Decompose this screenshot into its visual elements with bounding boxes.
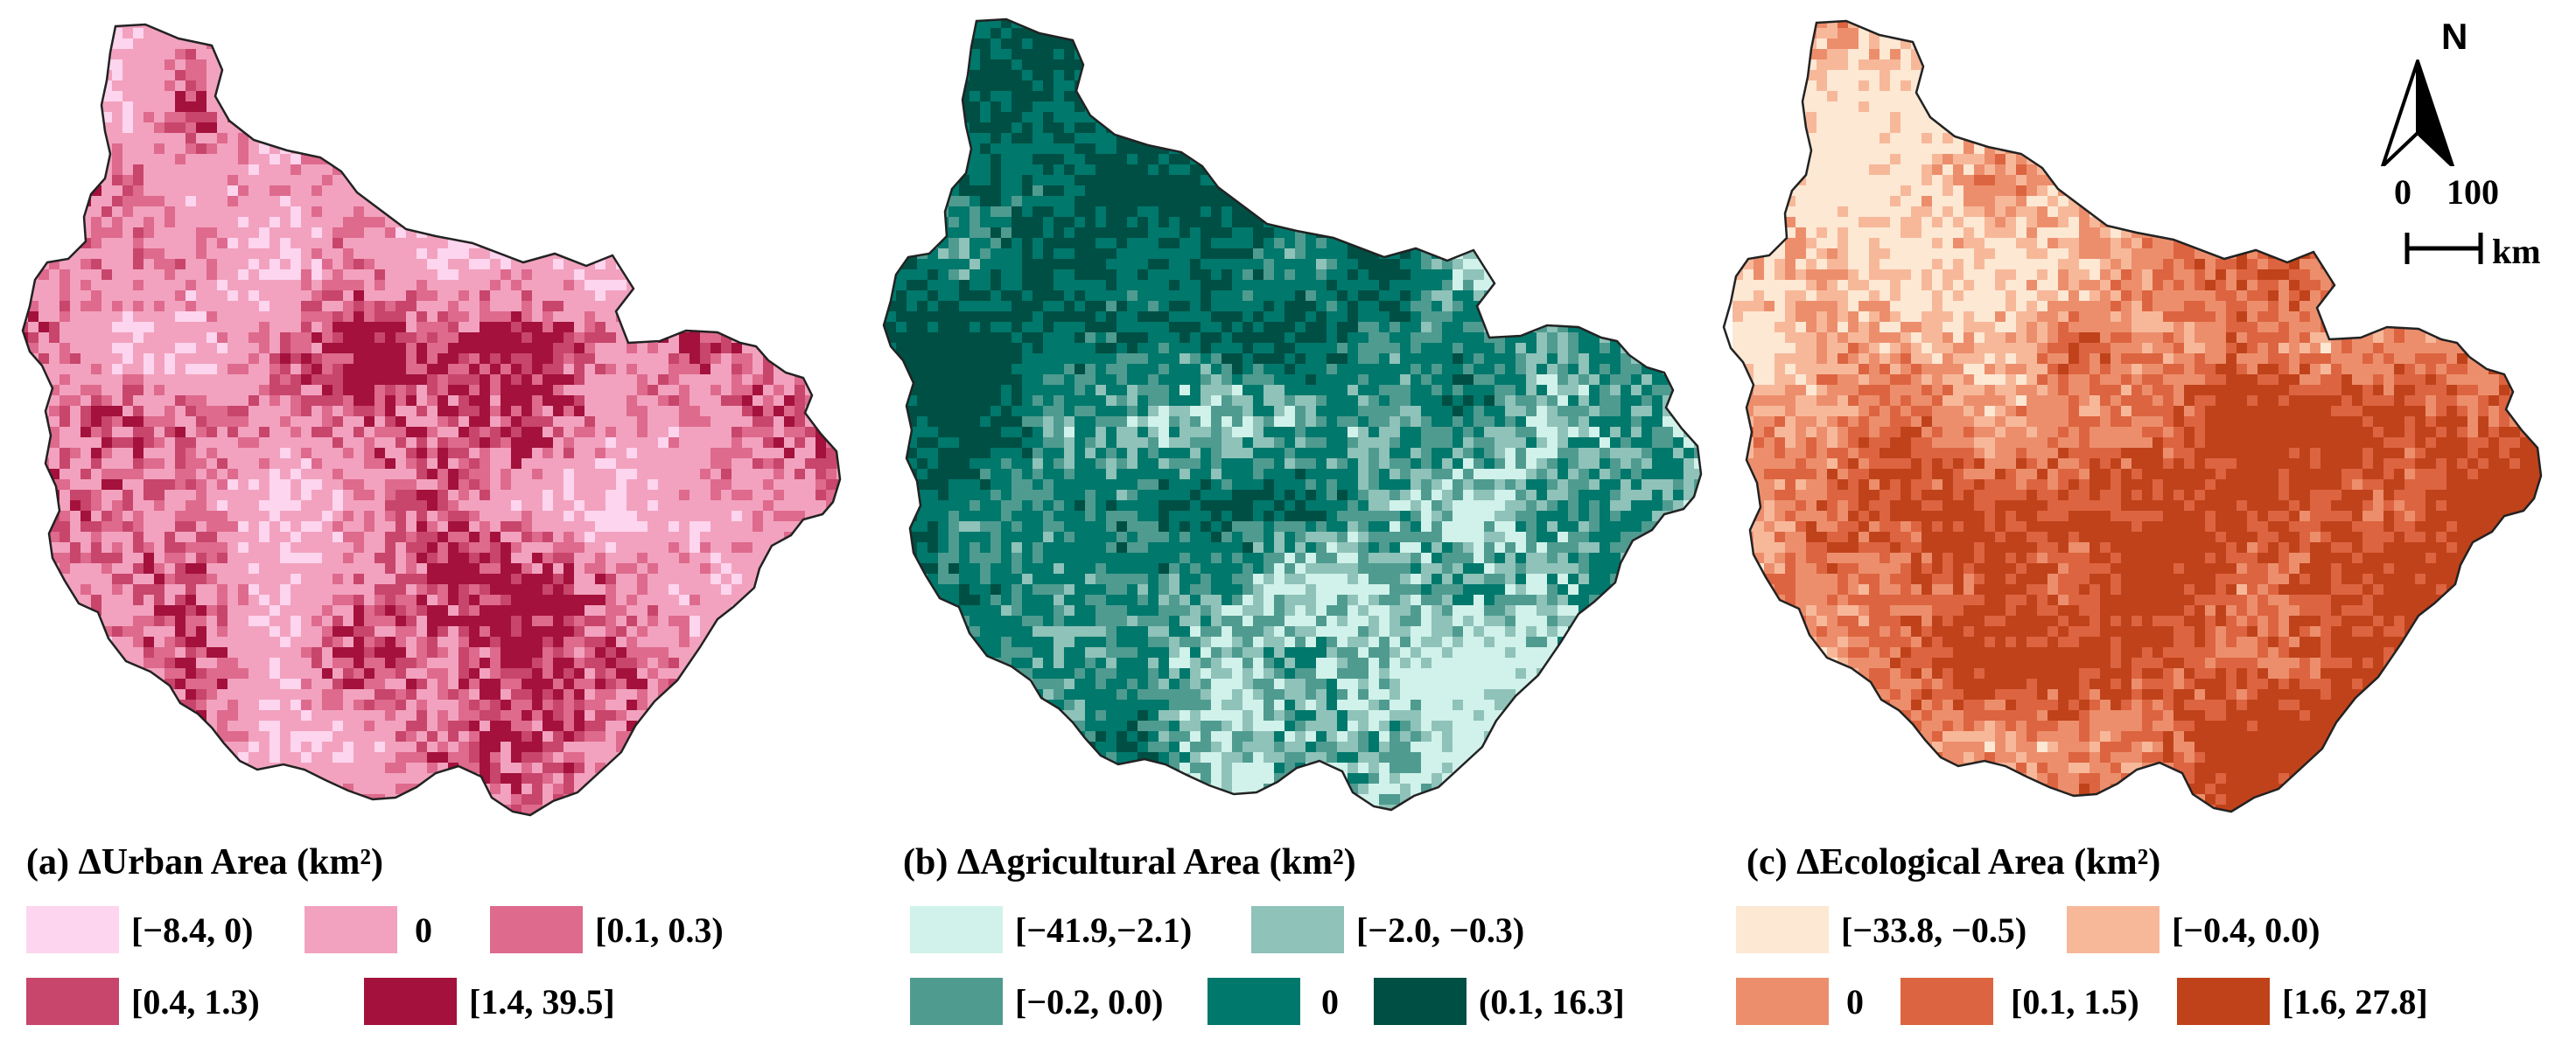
legend-label: 0 xyxy=(415,910,432,950)
legend-swatch xyxy=(1374,978,1466,1025)
scale-label-hundred: 100 xyxy=(2446,172,2499,212)
legend-item-eco-2: [−0.4, 0.0) xyxy=(2067,906,2320,953)
legend-item-agri-3: [−0.2, 0.0) xyxy=(910,978,1163,1025)
legend-item-eco-4: [0.1, 1.5) xyxy=(1900,978,2139,1025)
legend-item-urban-1: [−8.4, 0) xyxy=(26,906,253,953)
legend-swatch xyxy=(304,906,397,953)
ecological-change-map xyxy=(1722,19,2543,813)
raster-cells xyxy=(23,24,840,815)
legend-item-urban-3: [0.1, 0.3) xyxy=(490,906,724,953)
legend-label: [1.4, 39.5] xyxy=(469,981,615,1022)
legend-item-eco-1: [−33.8, −0.5) xyxy=(1736,906,2026,953)
panel-title-ecological: (c) ΔEcological Area (km²) xyxy=(1746,842,2161,882)
legend-item-agri-1: [−41.9,−2.1) xyxy=(910,906,1192,953)
legend-item-agri-4: 0 xyxy=(1208,978,1339,1025)
legend-label: [−0.4, 0.0) xyxy=(2172,910,2320,950)
legend-label: [0.1, 1.5) xyxy=(2011,981,2139,1022)
legend-swatch xyxy=(1900,978,1993,1025)
legend-item-urban-5: [1.4, 39.5] xyxy=(364,978,615,1025)
scale-unit: km xyxy=(2492,232,2541,271)
legend-item-urban-2: 0 xyxy=(304,906,432,953)
legend-swatch xyxy=(490,906,583,953)
legend-label: 0 xyxy=(1321,981,1339,1022)
legend-swatch xyxy=(2177,978,2270,1025)
region-boundary xyxy=(21,23,842,817)
legend-swatch xyxy=(910,906,1003,953)
urban-change-map xyxy=(21,23,842,817)
panel-ecological: (c) ΔEcological Area (km²) [−33.8, −0.5)… xyxy=(1715,0,2572,1046)
panel-title-urban: (a) ΔUrban Area (km²) xyxy=(26,842,383,882)
legend-label: [0.4, 1.3) xyxy=(131,981,260,1022)
legend-swatch xyxy=(364,978,457,1025)
legend-swatch xyxy=(1736,978,1829,1025)
legend-swatch xyxy=(2067,906,2160,953)
scale-label-zero: 0 xyxy=(2394,172,2412,212)
legend-swatch xyxy=(910,978,1003,1025)
legend-swatch xyxy=(1736,906,1829,953)
legend-item-urban-4: [0.4, 1.3) xyxy=(26,978,260,1025)
legend-swatch xyxy=(26,906,119,953)
legend-label: [−8.4, 0) xyxy=(131,910,254,950)
legend-label: 0 xyxy=(1846,981,1864,1022)
legend-label: [−0.2, 0.0) xyxy=(1015,981,1164,1022)
panel-title-agricultural: (b) ΔAgricultural Area (km²) xyxy=(903,842,1356,882)
legend-item-eco-5: [1.6, 27.8] xyxy=(2177,978,2428,1025)
region-boundary xyxy=(882,17,1703,812)
north-arrow-icon xyxy=(2381,59,2454,166)
legend-label: (0.1, 16.3] xyxy=(1479,981,1625,1022)
scale-bar xyxy=(2404,233,2483,264)
legend-swatch xyxy=(1208,978,1300,1025)
legend-label: [1.6, 27.8] xyxy=(2282,981,2428,1022)
legend-item-eco-3: 0 xyxy=(1736,978,1864,1025)
legend-item-agri-2: [−2.0, −0.3) xyxy=(1251,906,1524,953)
legend-label: [−33.8, −0.5) xyxy=(1841,910,2027,950)
legend-item-agri-5: (0.1, 16.3] xyxy=(1374,978,1625,1025)
legend-label: [−41.9,−2.1) xyxy=(1015,910,1193,950)
legend-swatch xyxy=(26,978,119,1025)
agricultural-change-map xyxy=(882,17,1703,812)
legend-swatch xyxy=(1251,906,1344,953)
region-boundary xyxy=(1722,19,2543,813)
panel-agricultural: (b) ΔAgricultural Area (km²) [−41.9,−2.1… xyxy=(858,0,1715,1046)
panel-urban: (a) ΔUrban Area (km²) [−8.4, 0) 0 [0.1, … xyxy=(0,0,858,1046)
legend-label: [−2.0, −0.3) xyxy=(1356,910,1525,950)
legend-label: [0.1, 0.3) xyxy=(595,910,724,950)
raster-cells xyxy=(884,19,1701,810)
north-label: N xyxy=(2441,16,2468,57)
